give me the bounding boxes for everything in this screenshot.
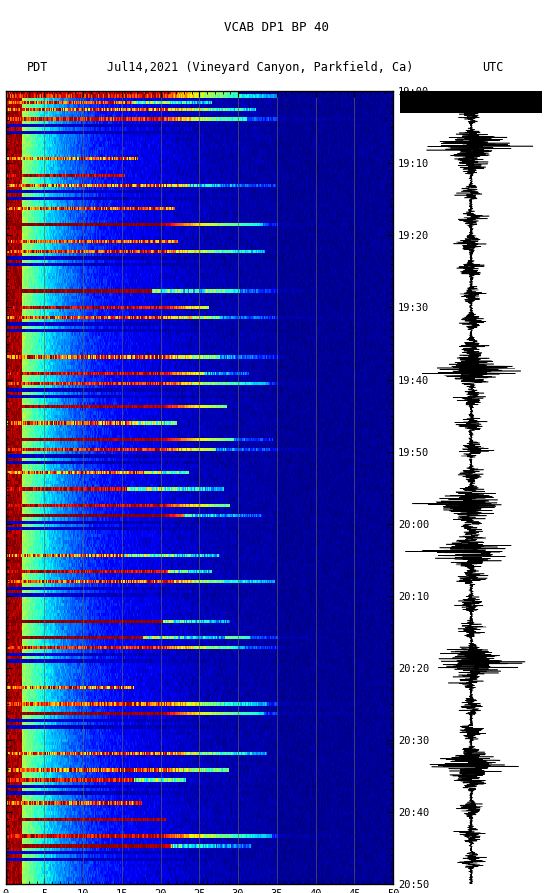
- Text: VCAB DP1 BP 40: VCAB DP1 BP 40: [224, 21, 328, 34]
- Text: Jul14,2021 (Vineyard Canyon, Parkfield, Ca): Jul14,2021 (Vineyard Canyon, Parkfield, …: [107, 62, 413, 74]
- Text: UTC: UTC: [482, 62, 503, 74]
- Text: PDT: PDT: [27, 62, 49, 74]
- Bar: [400, 91, 543, 113]
